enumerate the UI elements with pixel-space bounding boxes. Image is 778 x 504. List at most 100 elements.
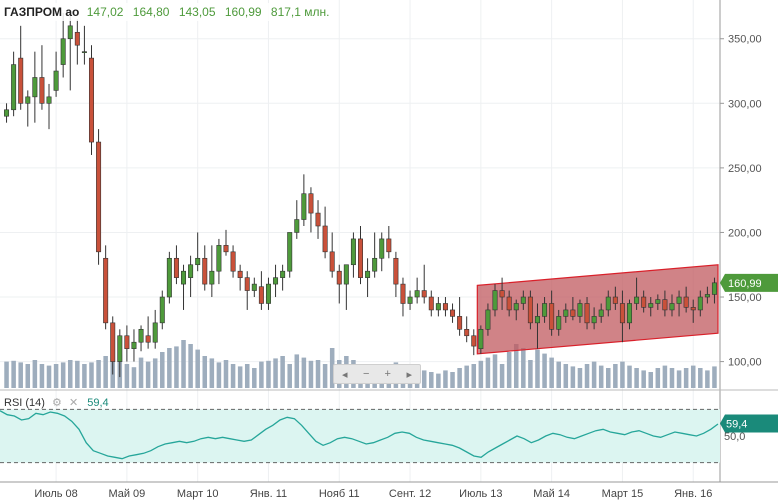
- candle-body: [400, 283, 406, 304]
- candle-body: [393, 257, 399, 285]
- price-channel[interactable]: [476, 264, 719, 355]
- volume-bar: [53, 364, 59, 388]
- volume-bar: [542, 353, 547, 388]
- candle-body: [605, 296, 611, 311]
- price-axis: 100,00 150,00 200,00 250,00 300,00 350,00: [0, 0, 778, 483]
- close-icon[interactable]: ✕: [68, 397, 79, 409]
- candle-body: [669, 303, 675, 311]
- candle-body: [513, 303, 519, 311]
- candle-body: [343, 264, 349, 285]
- time-tick-label: Июль 13: [459, 488, 502, 500]
- volume-bar: [648, 372, 654, 388]
- volume-bar: [464, 365, 469, 388]
- volume-bar: [662, 365, 668, 388]
- candle-body: [74, 31, 80, 46]
- price-tick-label: 150,00: [728, 292, 762, 304]
- price-tick-label: 300,00: [728, 98, 762, 110]
- zoom-out-button[interactable]: −: [363, 368, 370, 380]
- candle-body: [634, 296, 640, 304]
- rsi-current-tag: [720, 414, 778, 433]
- volume-bar: [436, 373, 441, 388]
- volume-bar: [556, 361, 561, 388]
- volume-bar: [230, 364, 236, 388]
- gear-icon[interactable]: ⚙: [52, 397, 62, 409]
- candle-body: [379, 238, 385, 259]
- candle-body: [534, 316, 540, 324]
- time-tick-label: Март 15: [602, 488, 644, 500]
- candles: [4, 12, 717, 378]
- volume-bar: [131, 367, 137, 388]
- volume-bar: [443, 370, 448, 388]
- candle-body: [60, 38, 66, 65]
- volume-bar: [188, 344, 193, 388]
- zoom-in-button[interactable]: +: [384, 368, 391, 380]
- candle-body: [619, 303, 625, 324]
- volume-bar: [429, 372, 434, 388]
- candle-body: [39, 77, 45, 104]
- time-tick-label: Июль 08: [34, 488, 77, 500]
- volume-bar: [513, 344, 519, 388]
- volume-bar: [584, 364, 590, 388]
- volume-bar: [641, 370, 646, 388]
- volume-bar: [683, 368, 689, 388]
- candle-body: [329, 251, 335, 272]
- candle-body: [428, 296, 434, 311]
- candle-body: [527, 296, 533, 324]
- candle-body: [81, 51, 87, 53]
- candle-body: [584, 303, 590, 324]
- tags: 160,99: [720, 273, 778, 292]
- volume-bar: [138, 357, 144, 388]
- candle-body: [103, 257, 109, 324]
- candle-body: [365, 270, 371, 278]
- candle-body: [520, 296, 526, 304]
- volume-bar: [478, 360, 484, 388]
- volume-bar: [563, 364, 569, 388]
- volume-bar: [244, 364, 250, 388]
- volume-bar: [591, 361, 597, 388]
- volume-bar: [690, 365, 696, 388]
- candle-body: [450, 309, 456, 317]
- volume-bar: [598, 365, 604, 388]
- candle-body: [549, 303, 555, 330]
- candle-body: [18, 57, 24, 104]
- candle-body: [570, 309, 576, 317]
- candle-body: [202, 257, 208, 285]
- volume-bar: [457, 368, 462, 388]
- volume-bar: [620, 361, 625, 388]
- rsi-pane: 50,059,4: [0, 408, 778, 464]
- volume-bar: [485, 357, 491, 388]
- volume-bar: [705, 370, 710, 388]
- candle-body: [181, 270, 187, 285]
- candle-body: [209, 270, 215, 285]
- candle-body: [683, 296, 689, 308]
- open-value: 147,02: [86, 5, 124, 19]
- volume-bar: [627, 365, 632, 388]
- scroll-left-button[interactable]: ◂: [341, 368, 348, 381]
- rsi-current-label: 59,4: [726, 418, 747, 430]
- scroll-right-button[interactable]: ▸: [406, 368, 413, 381]
- candle-body: [265, 283, 271, 304]
- candle-body: [88, 57, 94, 143]
- time-tick-label: Май 14: [533, 488, 570, 500]
- candle-body: [166, 257, 172, 298]
- volume-bar: [202, 356, 208, 388]
- candle-body: [273, 277, 279, 285]
- volume-bar: [259, 361, 264, 388]
- volume-bar: [471, 364, 477, 388]
- candle-body: [690, 307, 696, 311]
- candle-body: [216, 245, 222, 272]
- candle-body: [386, 238, 392, 253]
- candle-body: [67, 25, 73, 40]
- candle-body: [457, 316, 463, 330]
- candle-body: [110, 322, 116, 362]
- candle-body: [697, 296, 703, 311]
- volume-bar: [606, 368, 611, 388]
- volume-bar: [506, 352, 512, 388]
- volume-bar: [11, 360, 16, 388]
- candle-body: [131, 341, 137, 349]
- volume-value: 817,1 млн.: [270, 5, 330, 19]
- volume-bar: [39, 364, 45, 388]
- price-grid: [0, 0, 720, 482]
- volume-bar: [421, 370, 427, 388]
